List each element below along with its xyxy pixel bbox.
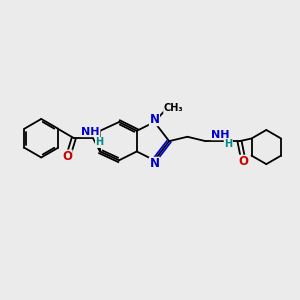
- Text: H: H: [224, 139, 232, 149]
- Text: CH₃: CH₃: [164, 103, 183, 113]
- Text: N: N: [149, 157, 159, 170]
- Text: O: O: [238, 155, 248, 168]
- Text: N: N: [149, 112, 159, 126]
- Text: NH: NH: [211, 130, 230, 140]
- Text: NH: NH: [81, 127, 100, 136]
- Text: H: H: [95, 137, 104, 148]
- Text: O: O: [62, 150, 72, 163]
